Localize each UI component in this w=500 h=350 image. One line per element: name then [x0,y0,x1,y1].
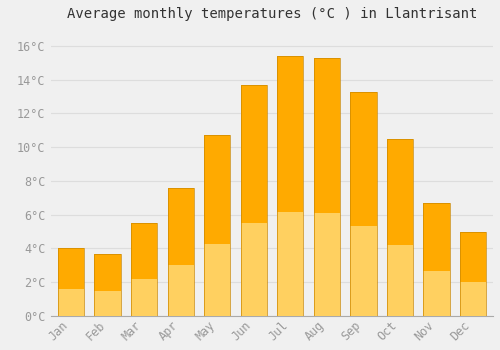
Bar [131,279,158,316]
Bar [131,223,158,279]
Bar [350,226,376,316]
Bar [168,265,194,316]
Bar [424,203,450,316]
Bar [314,213,340,316]
Bar [204,244,231,316]
Bar [94,291,121,316]
Bar [204,135,231,316]
Bar [240,85,267,224]
Bar [277,56,303,212]
Bar [314,58,340,213]
Bar [314,58,340,316]
Bar [204,135,231,244]
Bar [386,139,413,245]
Bar [350,91,376,316]
Bar [460,282,486,316]
Bar [460,232,486,282]
Bar [386,139,413,316]
Bar [58,248,84,289]
Bar [168,188,194,316]
Bar [277,56,303,316]
Title: Average monthly temperatures (°C ) in Llantrisant: Average monthly temperatures (°C ) in Ll… [67,7,477,21]
Bar [424,271,450,316]
Bar [58,289,84,316]
Bar [94,253,121,291]
Bar [168,188,194,265]
Bar [350,91,376,226]
Bar [277,212,303,316]
Bar [386,245,413,316]
Bar [240,85,267,316]
Bar [424,203,450,271]
Bar [460,232,486,316]
Bar [58,248,84,316]
Bar [240,224,267,316]
Bar [94,253,121,316]
Bar [131,223,158,316]
